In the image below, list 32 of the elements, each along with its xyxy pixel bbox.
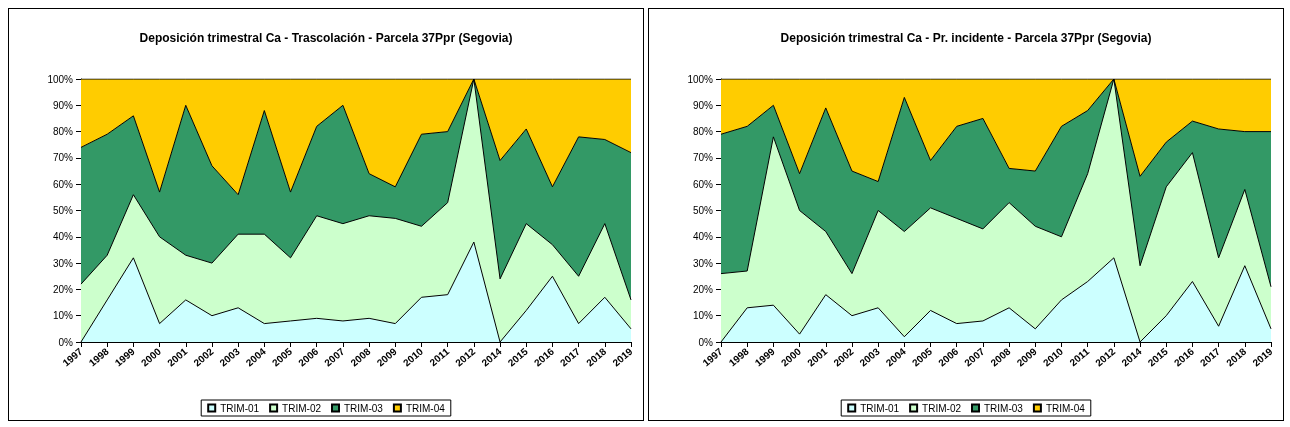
legend-label: TRIM-01 bbox=[860, 402, 900, 414]
y-tick-label: 100% bbox=[687, 73, 714, 85]
y-tick-label: 60% bbox=[52, 178, 74, 190]
y-tick-label: 40% bbox=[692, 231, 714, 243]
y-tick-label: 80% bbox=[52, 126, 74, 138]
legend-label: TRIM-02 bbox=[282, 402, 322, 414]
y-tick-label: 80% bbox=[692, 126, 714, 138]
y-tick-label: 0% bbox=[58, 336, 74, 348]
y-tick-label: 70% bbox=[692, 152, 714, 164]
y-tick-label: 40% bbox=[52, 231, 74, 243]
y-tick-label: 20% bbox=[52, 283, 74, 295]
chart-title: Deposición trimestral Ca - Pr. incidente - Parcela 37Ppr (Segovia) bbox=[780, 31, 1152, 45]
y-tick-label: 0% bbox=[698, 336, 714, 348]
y-tick-label: 50% bbox=[692, 205, 714, 216]
chart-title: Deposición trimestral Ca - Trascolación - Parcela 37Ppr (Segovia) bbox=[139, 31, 513, 45]
y-tick-label: 20% bbox=[692, 283, 714, 295]
y-tick-label: 70% bbox=[52, 152, 74, 164]
y-tick-label: 10% bbox=[52, 310, 74, 322]
legend-label: TRIM-01 bbox=[220, 402, 260, 414]
legend-label: TRIM-03 bbox=[984, 402, 1024, 414]
legend-label: TRIM-03 bbox=[344, 402, 384, 414]
legend-label: TRIM-02 bbox=[922, 402, 962, 414]
y-tick-label: 60% bbox=[692, 178, 714, 190]
y-tick-label: 50% bbox=[52, 205, 74, 216]
legend-label: TRIM-04 bbox=[1045, 402, 1086, 414]
y-tick-label: 30% bbox=[52, 257, 74, 269]
y-tick-label: 90% bbox=[52, 99, 74, 111]
y-tick-label: 30% bbox=[692, 257, 714, 269]
legend-label: TRIM-04 bbox=[405, 402, 446, 414]
y-tick-label: 100% bbox=[47, 73, 74, 85]
y-tick-label: 10% bbox=[692, 310, 714, 322]
y-tick-label: 90% bbox=[692, 99, 714, 111]
